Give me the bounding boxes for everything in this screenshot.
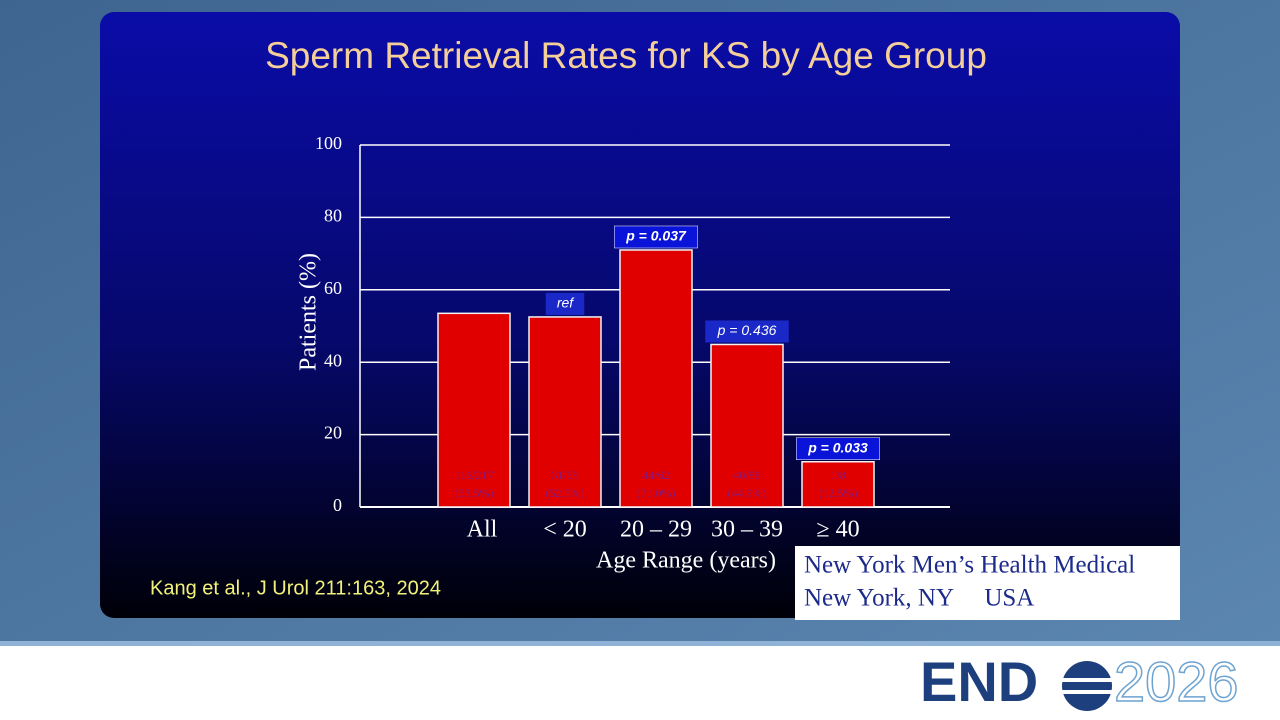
x-tick-label: 20 – 29 (620, 517, 692, 543)
value-label: 31/59 (551, 468, 578, 482)
y-tick-label: 40 (324, 350, 342, 370)
x-tick-label: All (467, 517, 498, 543)
y-tick-label: 20 (324, 423, 342, 443)
value-label: (71.0%) (637, 486, 676, 500)
value-label: (12.5%) (819, 486, 858, 500)
value-label: 44/62 (642, 468, 669, 482)
bar (710, 343, 784, 508)
bar (528, 316, 602, 508)
logo-globe (1062, 661, 1112, 711)
value-label: 40/88 (733, 468, 760, 482)
p-label: p = 0.436 (717, 322, 777, 338)
y-tick-label: 60 (324, 278, 342, 298)
p-label-box (705, 320, 789, 343)
y-tick-label: 0 (333, 495, 342, 515)
bar (437, 312, 511, 508)
value-label: (52.5%) (546, 486, 585, 500)
chart-title: Sperm Retrieval Rates for KS by Age Grou… (265, 35, 987, 76)
footer-rule (0, 641, 1280, 646)
x-tick-label: ≥ 40 (816, 517, 859, 543)
p-label-box (614, 225, 698, 249)
p-label: p = 0.033 (807, 439, 868, 455)
watermark-line: New York Men’s Health Medical (804, 552, 1135, 579)
bar (801, 461, 875, 508)
value-label: (44.9%) (728, 486, 767, 500)
value-label: 116/217 (455, 468, 494, 482)
watermark-line: New York, NY USA (804, 585, 1034, 612)
p-label: ref (557, 295, 575, 311)
y-axis-label: Patients (%) (296, 253, 322, 371)
y-tick-label: 100 (315, 133, 342, 153)
x-tick-label: 30 – 39 (711, 517, 783, 543)
p-label-box (545, 292, 585, 315)
value-label: 1/8 (830, 468, 845, 482)
value-label: (53.5%) (455, 486, 494, 500)
bar (619, 249, 693, 508)
x-tick-label: < 20 (543, 517, 587, 543)
watermark-box (795, 546, 1180, 620)
x-axis-label: Age Range (years) (596, 548, 776, 574)
p-label-box (796, 437, 880, 460)
logo-text: END (920, 650, 1038, 713)
logo-globe-lines (1062, 678, 1112, 694)
p-label: p = 0.037 (625, 228, 687, 244)
citation: Kang et al., J Urol 211:163, 2024 (150, 577, 441, 599)
logo-year: 2026 (1114, 650, 1239, 713)
y-tick-label: 80 (324, 206, 342, 226)
